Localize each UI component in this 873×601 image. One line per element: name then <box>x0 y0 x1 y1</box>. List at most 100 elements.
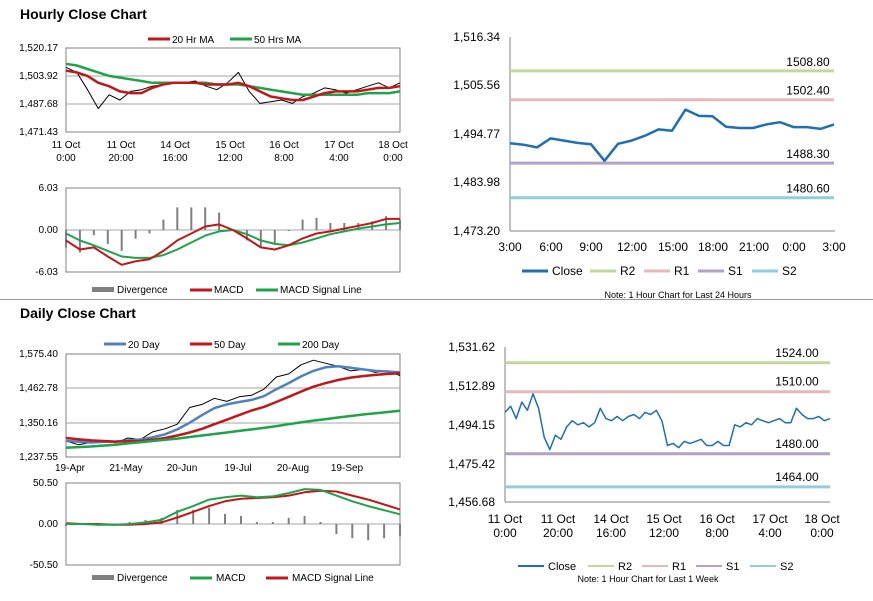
y-axis-ticks: 6.03 0.00 -6.03 <box>35 183 58 278</box>
series-group: 1524.00 1510.00 1480.00 1464.00 <box>504 346 831 489</box>
daily-macd-chart: 50.50 0.00 -50.50 Divergence MACD MACD S… <box>30 478 401 584</box>
divergence-bar <box>240 515 242 524</box>
hourly-pivot-chart: 1,516.34 1,505.56 1,494.77 1,483.98 1,47… <box>453 30 846 300</box>
legend-label-r2: R2 <box>618 561 632 573</box>
series-group <box>65 488 401 541</box>
y-tick: 1,494.77 <box>453 127 500 141</box>
divergence-bar <box>399 524 401 537</box>
x-tick: 21:00 <box>739 240 769 254</box>
x-tick: 17 Oct <box>752 512 788 526</box>
hourly-legend: 20 Hr MA 50 Hrs MA <box>148 35 302 46</box>
chart-note: Note: 1 Hour Chart for Last 24 Hours <box>604 290 752 300</box>
x-tick: 12:00 <box>217 153 242 164</box>
x-tick: 11 Oct <box>107 140 136 151</box>
pivot-legend: Close R2 R1 S1 S2 <box>522 264 797 278</box>
divergence-bar <box>134 230 137 239</box>
hourly-macd-chart: 6.03 0.00 -6.03 Divergence MACD MACD Sig… <box>35 183 401 296</box>
legend-label-s2: S2 <box>780 561 793 573</box>
y-axis-ticks: 1,531.62 1,512.89 1,494.15 1,475.42 1,45… <box>448 340 495 509</box>
series-line-50-day <box>65 372 401 443</box>
y-tick: 1,494.15 <box>448 418 495 432</box>
x-tick: 20:00 <box>108 153 133 164</box>
pivot-level-label-s1: 1480.00 <box>775 437 819 451</box>
gridlines <box>66 387 400 424</box>
pivot-legend: Close R2 R1 S1 S2 <box>518 561 793 573</box>
x-tick: 16 Oct <box>269 140 299 151</box>
divergence-bar <box>273 230 276 244</box>
y-tick: -50.50 <box>30 560 59 571</box>
legend-label-macd: MACD <box>216 573 245 584</box>
x-tick: 15:00 <box>658 240 688 254</box>
series-group <box>65 359 401 449</box>
series-line-close <box>504 393 831 451</box>
daily-close-chart-title: Daily Close Chart <box>20 305 136 321</box>
x-tick: 17 Oct <box>324 140 354 151</box>
y-tick: 1,487.68 <box>19 99 58 110</box>
x-tick: 18 Oct <box>378 140 408 151</box>
legend-label-divergence: Divergence <box>117 285 168 296</box>
x-tick: 0:00 <box>493 526 517 540</box>
x-axis-ticks: 19-Apr 21-May 20-Jun 19-Jul 20-Aug 19-Se… <box>55 463 364 474</box>
series-line-macd <box>66 488 401 526</box>
y-axis-ticks: 50.50 0.00 -50.50 <box>30 478 59 571</box>
x-tick: 20-Jun <box>167 463 198 474</box>
pivot-level-label-r2: 1524.00 <box>775 346 819 360</box>
section-divider <box>0 299 873 300</box>
macd-legend: Divergence MACD MACD Signal Line <box>92 285 362 296</box>
y-tick: 0.00 <box>39 519 59 530</box>
divergence-bar <box>65 230 67 248</box>
x-tick: 11 Oct <box>52 140 81 151</box>
y-tick: 1,471.43 <box>19 127 58 138</box>
x-tick: 19-Sep <box>331 463 364 474</box>
y-axis-ticks: 1,575.40 1,462.78 1,350.16 1,237.55 <box>19 349 58 463</box>
y-tick: 1,575.40 <box>19 349 58 360</box>
x-tick: 11 Oct <box>541 512 576 526</box>
plot-frame <box>65 353 401 458</box>
divergence-bar <box>255 522 258 524</box>
divergence-bar <box>190 207 193 230</box>
divergence-bar <box>399 219 401 230</box>
x-tick: 19-Apr <box>55 463 86 474</box>
legend-label-divergence: Divergence <box>117 573 168 584</box>
divergence-bar <box>329 223 332 230</box>
y-tick: 1,350.16 <box>19 418 58 429</box>
divergence-bar <box>287 230 290 231</box>
x-tick: 20:00 <box>543 526 573 540</box>
y-tick: 1,505.56 <box>453 78 500 92</box>
series-line-close <box>65 66 401 110</box>
x-tick: 0:00 <box>383 153 403 164</box>
x-tick: 16:00 <box>162 153 187 164</box>
y-tick: 1,520.17 <box>19 43 58 54</box>
divergence-bar <box>176 207 179 230</box>
divergence-bar <box>224 513 226 524</box>
x-tick: 0:00 <box>810 526 834 540</box>
x-tick: 12:00 <box>617 240 647 254</box>
divergence-bar <box>120 230 123 251</box>
weekly-pivot-chart: 1,531.62 1,512.89 1,494.15 1,475.42 1,45… <box>448 340 840 584</box>
y-tick: 1,456.68 <box>448 495 495 509</box>
legend-label-s2: S2 <box>782 264 797 278</box>
y-axis-ticks: 1,520.17 1,503.92 1,487.68 1,471.43 <box>19 43 58 138</box>
legend-swatch-divergence <box>92 287 114 292</box>
macd-legend: Divergence MACD MACD Signal Line <box>92 573 374 584</box>
x-axis-ticks: 11 Oct 0:00 11 Oct 20:00 14 Oct 16:00 15 Oc… <box>52 140 408 164</box>
divergence-bar <box>351 524 354 539</box>
x-tick: 20-Aug <box>277 463 309 474</box>
y-axis-ticks: 1,516.34 1,505.56 1,494.77 1,483.98 1,47… <box>453 30 500 238</box>
legend-label-20hr-ma: 20 Hr MA <box>172 35 215 46</box>
pivot-level-label-s2: 1464.00 <box>775 470 819 484</box>
divergence-bar <box>259 230 262 248</box>
divergence-bar <box>162 219 165 230</box>
x-axis-ticks: 3:00 6:00 9:00 12:00 15:00 18:00 21:00 0… <box>498 240 846 254</box>
series-line-200-day <box>65 409 401 449</box>
series-line-macd <box>65 217 400 266</box>
divergence-bar <box>315 217 318 230</box>
y-tick: 6.03 <box>39 183 59 194</box>
x-tick: 15 Oct <box>646 512 682 526</box>
divergence-bar <box>303 515 306 524</box>
daily-legend: 20 Day 50 Day 200 Day <box>104 340 339 351</box>
divergence-bar <box>271 522 274 524</box>
legend-label-macd: MACD <box>214 285 243 296</box>
legend-label-50-day: 50 Day <box>214 340 246 351</box>
divergence-bar <box>148 230 151 234</box>
